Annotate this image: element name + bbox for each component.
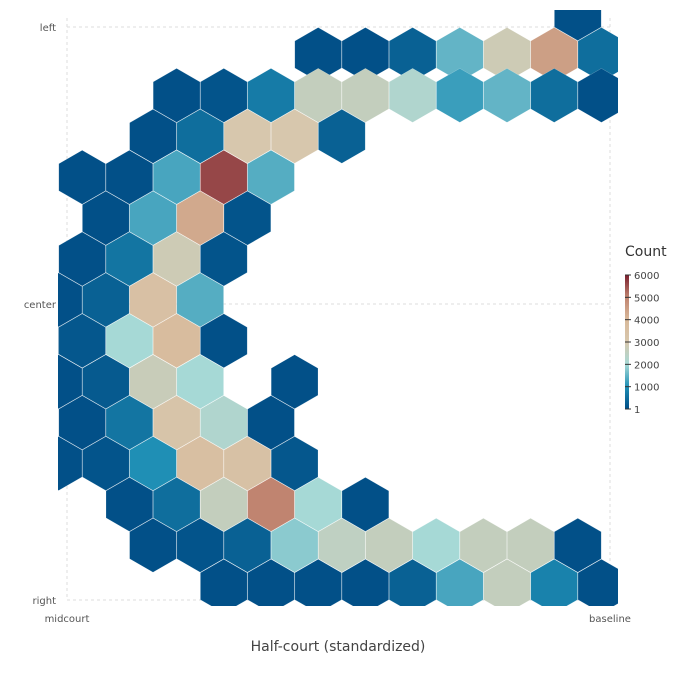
hex-cell xyxy=(152,68,201,123)
hex-cell xyxy=(129,436,177,491)
hex-cell xyxy=(341,477,390,532)
x-axis-title: Half-court (standardized) xyxy=(251,639,426,655)
legend-tick-label: 1 xyxy=(634,405,640,416)
y-tick-label-center: center xyxy=(24,300,57,311)
hex-cell xyxy=(436,558,484,606)
hex-cell xyxy=(554,518,602,573)
x-tick-label-baseline: baseline xyxy=(589,614,631,625)
hex-cell xyxy=(294,68,342,123)
legend-tick-label: 2000 xyxy=(634,360,659,371)
hex-cell xyxy=(82,272,130,328)
hex-cell xyxy=(176,190,224,246)
axis-labels: left center right midcourt baseline Half… xyxy=(24,23,631,655)
hex-cell xyxy=(341,68,390,123)
hex-cell xyxy=(200,149,248,205)
hex-cell xyxy=(129,354,177,409)
hex-cell xyxy=(58,313,106,369)
hexbin-cells xyxy=(58,10,618,606)
hex-cell xyxy=(483,68,531,123)
hex-cell xyxy=(577,558,618,606)
hex-cell xyxy=(223,436,272,491)
hex-cell xyxy=(200,68,248,123)
hex-cell xyxy=(129,190,177,246)
legend-ticks: 1 1000 2000 3000 4000 5000 6000 xyxy=(625,271,659,416)
hex-cell xyxy=(152,231,201,287)
hex-cell xyxy=(247,149,295,205)
hex-cell xyxy=(223,190,272,246)
hex-cell xyxy=(412,518,460,573)
hex-cell xyxy=(270,354,319,409)
hex-cell xyxy=(318,518,366,573)
hex-cell xyxy=(58,231,106,287)
legend-tick-label: 5000 xyxy=(634,293,659,304)
hex-cell xyxy=(365,518,413,573)
hex-cell xyxy=(200,477,248,532)
hex-cell xyxy=(105,313,154,369)
hex-cell xyxy=(176,109,224,164)
legend-tick-label: 6000 xyxy=(634,271,659,282)
legend-tick-label: 3000 xyxy=(634,338,659,349)
hex-cell xyxy=(58,354,83,409)
hex-cell xyxy=(58,326,59,355)
hex-cell xyxy=(577,68,618,123)
color-legend: Count 1 1000 2000 3000 4000 5000 6000 xyxy=(625,244,667,416)
y-tick-label-left: left xyxy=(40,23,56,34)
hex-cell xyxy=(459,518,508,573)
hex-cell xyxy=(58,149,106,205)
hex-cell xyxy=(483,558,531,606)
hex-cell xyxy=(105,149,154,205)
hex-cell xyxy=(270,436,319,491)
hex-cell xyxy=(506,518,555,573)
hex-cell xyxy=(58,272,83,328)
hex-cell xyxy=(129,272,177,328)
hex-cell xyxy=(247,395,295,450)
hex-cell xyxy=(152,149,201,205)
hex-cell xyxy=(530,558,578,606)
y-tick-label-right: right xyxy=(33,596,57,607)
hex-cell xyxy=(176,436,224,491)
hex-cell xyxy=(82,436,130,491)
hex-cell xyxy=(554,10,602,41)
hex-cell xyxy=(341,558,390,606)
hex-cell xyxy=(129,518,177,573)
x-tick-label-midcourt: midcourt xyxy=(45,614,90,625)
hex-cell xyxy=(388,68,437,123)
hex-cell xyxy=(152,313,201,369)
hex-cell xyxy=(82,354,130,409)
hex-cell xyxy=(270,518,319,573)
hex-cell xyxy=(247,558,295,606)
hex-cell xyxy=(152,477,201,532)
hex-cell xyxy=(152,395,201,450)
hex-cell xyxy=(105,395,154,450)
hex-cell xyxy=(105,477,154,532)
hex-cell xyxy=(294,477,342,532)
hex-cell xyxy=(223,109,272,164)
hex-cell xyxy=(294,558,342,606)
hex-cell xyxy=(223,518,272,573)
hex-cell xyxy=(200,231,248,287)
hex-cell xyxy=(200,313,248,369)
hex-cell xyxy=(200,395,248,450)
legend-title: Count xyxy=(625,244,667,260)
hex-cell xyxy=(436,68,484,123)
hex-cell xyxy=(176,354,224,409)
hex-cell xyxy=(247,68,295,123)
legend-tick-label: 4000 xyxy=(634,316,659,327)
hex-cell xyxy=(82,190,130,246)
hex-cell xyxy=(129,109,177,164)
hex-cell xyxy=(200,558,248,606)
hex-cell xyxy=(318,109,366,164)
hex-cell xyxy=(247,477,295,532)
legend-tick-label: 1000 xyxy=(634,383,659,394)
hex-cell xyxy=(530,68,578,123)
hex-cell xyxy=(58,395,106,450)
hex-cell xyxy=(270,109,319,164)
hex-cell xyxy=(105,231,154,287)
hex-cell xyxy=(388,558,437,606)
hex-cell xyxy=(176,518,224,573)
hex-cell xyxy=(176,272,224,328)
hex-cell xyxy=(58,436,83,491)
